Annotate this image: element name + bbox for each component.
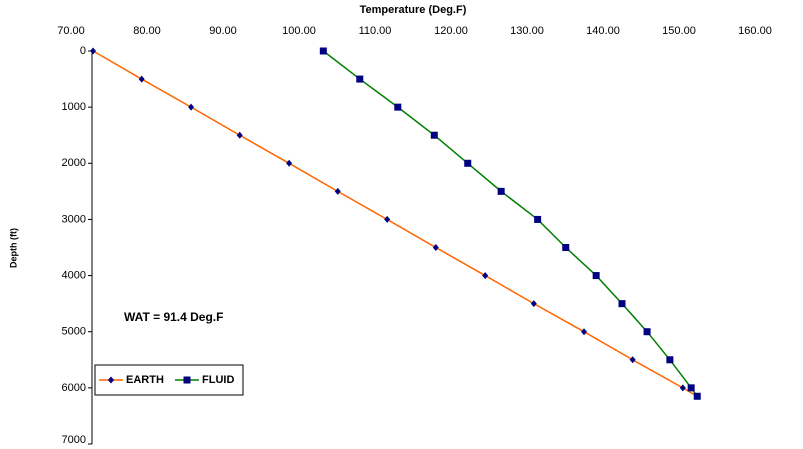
y-tick-label: 5000 [62, 326, 86, 338]
marker [687, 384, 695, 392]
marker [319, 47, 327, 55]
marker [666, 356, 674, 364]
marker [679, 384, 686, 392]
x-tick-label: 110.00 [359, 25, 392, 37]
y-tick-label: 4000 [62, 269, 86, 281]
marker [629, 356, 636, 364]
marker [356, 75, 364, 83]
marker [384, 215, 391, 223]
marker [432, 244, 439, 251]
legend-label: EARTH [126, 374, 164, 386]
x-tick-label: 90.00 [209, 25, 237, 37]
series-line [92, 50, 698, 397]
x-tick-label: 120.00 [434, 25, 468, 37]
marker [188, 103, 195, 111]
x-tick-label: 150.00 [662, 25, 696, 37]
marker [334, 187, 341, 195]
y-tick-label: 3000 [62, 213, 86, 225]
legend-marker [108, 376, 114, 384]
y-tick-label: 0 [80, 45, 86, 57]
marker [138, 75, 145, 83]
marker [643, 328, 651, 336]
marker [581, 328, 587, 336]
x-tick-label: 160.00 [738, 25, 772, 37]
legend-marker [183, 376, 191, 384]
marker [592, 272, 600, 280]
y-axis-title: Depth (ft) [8, 228, 18, 268]
marker [394, 103, 402, 111]
marker [464, 159, 472, 167]
marker [534, 215, 542, 223]
legend-label: FLUID [202, 374, 234, 386]
x-tick-label: 140.00 [586, 25, 620, 37]
marker [618, 300, 626, 308]
series-line [322, 50, 698, 397]
marker [482, 272, 489, 280]
x-axis-title: Temperature (Deg.F) [360, 4, 467, 16]
y-tick-label: 6000 [62, 382, 86, 394]
y-tick-label: 2000 [62, 157, 86, 169]
legend-box [94, 364, 244, 396]
marker [693, 392, 701, 400]
marker [90, 47, 97, 55]
y-tick-label: 7000 [62, 434, 86, 446]
x-tick-label: 80.00 [133, 25, 161, 37]
x-tick-label: 100.00 [282, 25, 316, 37]
y-tick-label: 1000 [62, 101, 86, 113]
marker [286, 159, 293, 167]
marker [530, 300, 537, 308]
marker [562, 244, 570, 251]
x-tick-label: 70.00 [57, 25, 85, 37]
marker [236, 131, 243, 139]
x-tick-label: 130.00 [510, 25, 544, 37]
marker [430, 131, 438, 139]
marker [497, 187, 505, 195]
annotation: WAT = 91.4 Deg.F [124, 310, 223, 324]
